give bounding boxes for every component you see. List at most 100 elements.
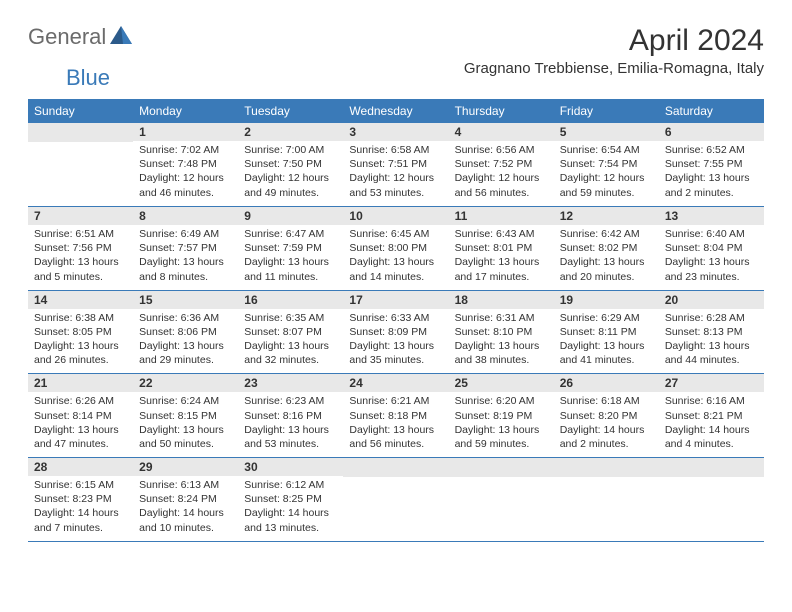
weekday-header: Sunday [28, 99, 133, 123]
logo-text-blue: Blue [66, 65, 110, 90]
sunrise-text: Sunrise: 6:31 AM [455, 311, 548, 325]
sunrise-text: Sunrise: 6:12 AM [244, 478, 337, 492]
day-content [449, 477, 554, 537]
day-content: Sunrise: 6:33 AMSunset: 8:09 PMDaylight:… [343, 309, 448, 370]
calendar-week-row: 21Sunrise: 6:26 AMSunset: 8:14 PMDayligh… [28, 374, 764, 458]
sunrise-text: Sunrise: 7:00 AM [244, 143, 337, 157]
day-number: 8 [133, 207, 238, 225]
sunset-text: Sunset: 7:57 PM [139, 241, 232, 255]
sunset-text: Sunset: 8:09 PM [349, 325, 442, 339]
day-number: 26 [554, 374, 659, 392]
sunset-text: Sunset: 8:05 PM [34, 325, 127, 339]
sunrise-text: Sunrise: 6:23 AM [244, 394, 337, 408]
daylight-text: Daylight: 13 hours and 50 minutes. [139, 423, 232, 451]
daylight-text: Daylight: 14 hours and 7 minutes. [34, 506, 127, 534]
sunset-text: Sunset: 8:01 PM [455, 241, 548, 255]
day-content: Sunrise: 6:43 AMSunset: 8:01 PMDaylight:… [449, 225, 554, 286]
daylight-text: Daylight: 13 hours and 17 minutes. [455, 255, 548, 283]
calendar-week-row: 7Sunrise: 6:51 AMSunset: 7:56 PMDaylight… [28, 207, 764, 291]
calendar-day-cell: 8Sunrise: 6:49 AMSunset: 7:57 PMDaylight… [133, 207, 238, 291]
sunset-text: Sunset: 7:51 PM [349, 157, 442, 171]
sunset-text: Sunset: 7:54 PM [560, 157, 653, 171]
calendar-day-cell: 9Sunrise: 6:47 AMSunset: 7:59 PMDaylight… [238, 207, 343, 291]
calendar-table: Sunday Monday Tuesday Wednesday Thursday… [28, 99, 764, 542]
day-content: Sunrise: 6:20 AMSunset: 8:19 PMDaylight:… [449, 392, 554, 453]
day-number: 16 [238, 291, 343, 309]
sunrise-text: Sunrise: 6:54 AM [560, 143, 653, 157]
daylight-text: Daylight: 13 hours and 47 minutes. [34, 423, 127, 451]
daylight-text: Daylight: 12 hours and 56 minutes. [455, 171, 548, 199]
calendar-week-row: 28Sunrise: 6:15 AMSunset: 8:23 PMDayligh… [28, 458, 764, 542]
day-content: Sunrise: 6:29 AMSunset: 8:11 PMDaylight:… [554, 309, 659, 370]
day-content: Sunrise: 6:58 AMSunset: 7:51 PMDaylight:… [343, 141, 448, 202]
day-number: 19 [554, 291, 659, 309]
daylight-text: Daylight: 13 hours and 26 minutes. [34, 339, 127, 367]
sunset-text: Sunset: 8:10 PM [455, 325, 548, 339]
calendar-week-row: 14Sunrise: 6:38 AMSunset: 8:05 PMDayligh… [28, 290, 764, 374]
sunrise-text: Sunrise: 6:13 AM [139, 478, 232, 492]
day-number: 9 [238, 207, 343, 225]
sunset-text: Sunset: 8:04 PM [665, 241, 758, 255]
daylight-text: Daylight: 13 hours and 44 minutes. [665, 339, 758, 367]
day-content [554, 477, 659, 537]
sunset-text: Sunset: 7:55 PM [665, 157, 758, 171]
day-content: Sunrise: 6:23 AMSunset: 8:16 PMDaylight:… [238, 392, 343, 453]
calendar-day-cell: 13Sunrise: 6:40 AMSunset: 8:04 PMDayligh… [659, 207, 764, 291]
day-number: 21 [28, 374, 133, 392]
sunrise-text: Sunrise: 6:33 AM [349, 311, 442, 325]
logo: General [28, 24, 136, 50]
daylight-text: Daylight: 14 hours and 2 minutes. [560, 423, 653, 451]
sunset-text: Sunset: 8:14 PM [34, 409, 127, 423]
day-content [343, 477, 448, 537]
weekday-header: Friday [554, 99, 659, 123]
sunrise-text: Sunrise: 6:49 AM [139, 227, 232, 241]
sunset-text: Sunset: 8:06 PM [139, 325, 232, 339]
calendar-day-cell [449, 458, 554, 542]
sunrise-text: Sunrise: 6:47 AM [244, 227, 337, 241]
day-number: 30 [238, 458, 343, 476]
daylight-text: Daylight: 12 hours and 53 minutes. [349, 171, 442, 199]
sunrise-text: Sunrise: 6:52 AM [665, 143, 758, 157]
calendar-day-cell [28, 123, 133, 207]
weekday-header: Thursday [449, 99, 554, 123]
calendar-day-cell: 18Sunrise: 6:31 AMSunset: 8:10 PMDayligh… [449, 290, 554, 374]
sunrise-text: Sunrise: 6:16 AM [665, 394, 758, 408]
day-content: Sunrise: 6:35 AMSunset: 8:07 PMDaylight:… [238, 309, 343, 370]
sunset-text: Sunset: 7:50 PM [244, 157, 337, 171]
day-number: 20 [659, 291, 764, 309]
daylight-text: Daylight: 12 hours and 49 minutes. [244, 171, 337, 199]
day-content: Sunrise: 6:31 AMSunset: 8:10 PMDaylight:… [449, 309, 554, 370]
sunrise-text: Sunrise: 6:58 AM [349, 143, 442, 157]
calendar-day-cell: 6Sunrise: 6:52 AMSunset: 7:55 PMDaylight… [659, 123, 764, 207]
calendar-day-cell: 10Sunrise: 6:45 AMSunset: 8:00 PMDayligh… [343, 207, 448, 291]
weekday-header-row: Sunday Monday Tuesday Wednesday Thursday… [28, 99, 764, 123]
day-content: Sunrise: 6:45 AMSunset: 8:00 PMDaylight:… [343, 225, 448, 286]
month-title: April 2024 [464, 24, 764, 58]
daylight-text: Daylight: 13 hours and 35 minutes. [349, 339, 442, 367]
day-number: 24 [343, 374, 448, 392]
day-content [659, 477, 764, 537]
sunrise-text: Sunrise: 6:56 AM [455, 143, 548, 157]
sunrise-text: Sunrise: 6:38 AM [34, 311, 127, 325]
calendar-day-cell: 7Sunrise: 6:51 AMSunset: 7:56 PMDaylight… [28, 207, 133, 291]
sunrise-text: Sunrise: 6:36 AM [139, 311, 232, 325]
sunrise-text: Sunrise: 6:40 AM [665, 227, 758, 241]
day-number [659, 458, 764, 477]
calendar-day-cell [659, 458, 764, 542]
sunset-text: Sunset: 8:16 PM [244, 409, 337, 423]
sunrise-text: Sunrise: 6:51 AM [34, 227, 127, 241]
weekday-header: Wednesday [343, 99, 448, 123]
daylight-text: Daylight: 14 hours and 4 minutes. [665, 423, 758, 451]
calendar-day-cell: 29Sunrise: 6:13 AMSunset: 8:24 PMDayligh… [133, 458, 238, 542]
weekday-header: Saturday [659, 99, 764, 123]
day-content: Sunrise: 6:36 AMSunset: 8:06 PMDaylight:… [133, 309, 238, 370]
daylight-text: Daylight: 13 hours and 14 minutes. [349, 255, 442, 283]
day-content: Sunrise: 7:02 AMSunset: 7:48 PMDaylight:… [133, 141, 238, 202]
daylight-text: Daylight: 13 hours and 29 minutes. [139, 339, 232, 367]
day-content: Sunrise: 6:38 AMSunset: 8:05 PMDaylight:… [28, 309, 133, 370]
calendar-day-cell: 3Sunrise: 6:58 AMSunset: 7:51 PMDaylight… [343, 123, 448, 207]
daylight-text: Daylight: 13 hours and 20 minutes. [560, 255, 653, 283]
calendar-day-cell: 20Sunrise: 6:28 AMSunset: 8:13 PMDayligh… [659, 290, 764, 374]
calendar-day-cell: 12Sunrise: 6:42 AMSunset: 8:02 PMDayligh… [554, 207, 659, 291]
sunrise-text: Sunrise: 6:21 AM [349, 394, 442, 408]
